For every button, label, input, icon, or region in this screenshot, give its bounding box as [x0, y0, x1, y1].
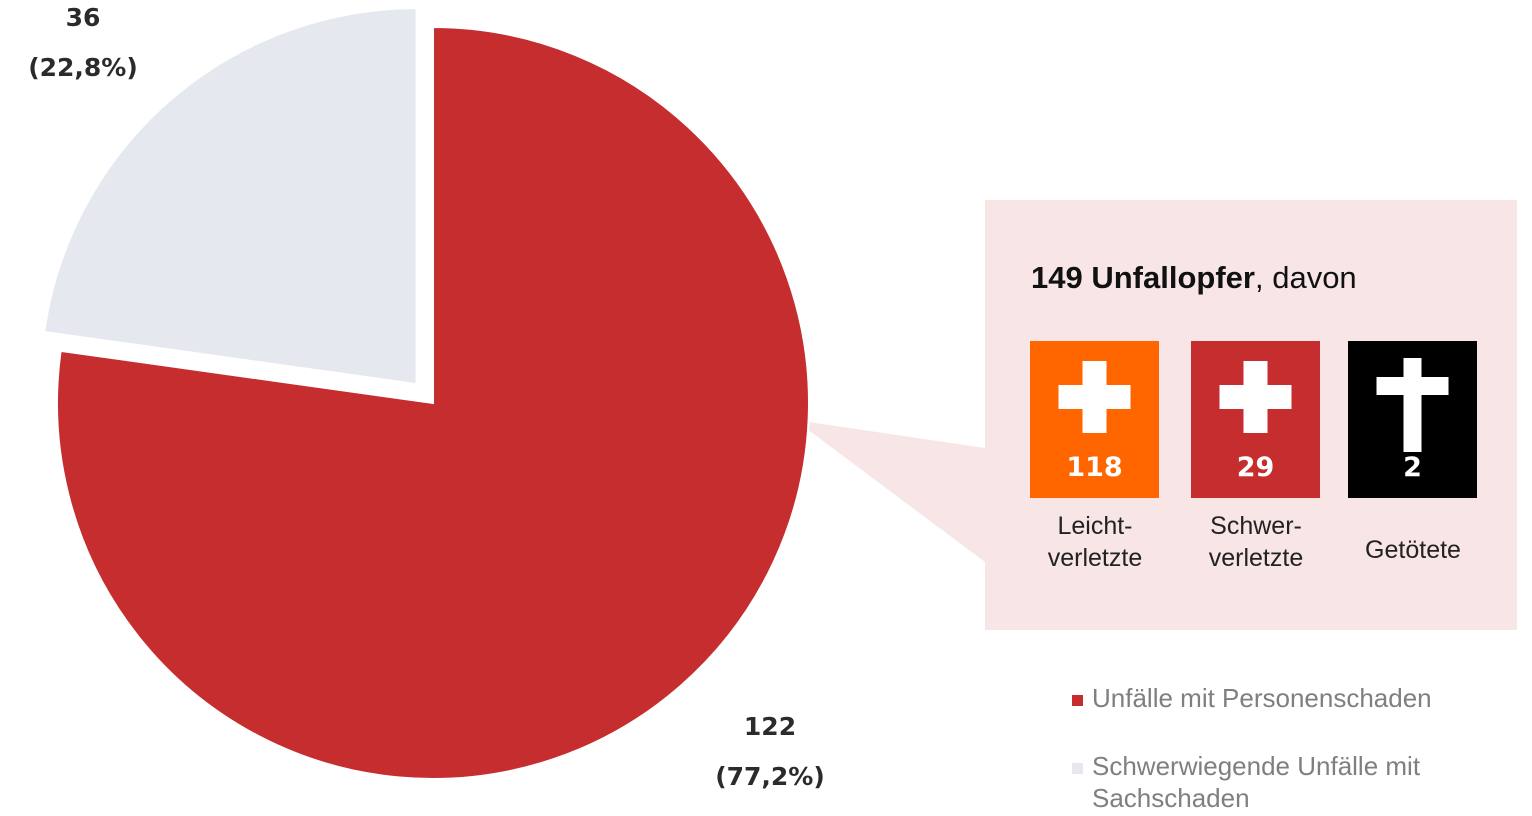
pie-slice: [56, 25, 810, 780]
cross: [1058, 385, 1131, 409]
callout-title: 149 Unfallopfer, davon: [1031, 260, 1357, 296]
percent-label: (77,2%): [715, 762, 825, 791]
pie-slice: [43, 7, 418, 386]
cross: [1219, 385, 1292, 409]
percent-label: (22,8%): [28, 53, 138, 82]
icon-value: 29: [1236, 452, 1275, 483]
cross: [1403, 358, 1422, 452]
icon-value: 118: [1066, 452, 1123, 483]
icon-value: 2: [1403, 452, 1422, 483]
legend-label: Unfälle mit Personenschaden: [1092, 683, 1432, 713]
legend-label: Schwerwiegende Unfälle mit Sachschaden: [1092, 751, 1421, 813]
icon-label: Schwer- verletzte: [1208, 512, 1304, 572]
title: Unfallopfer: [1091, 260, 1255, 295]
value-label: 122: [743, 712, 797, 741]
total: 149: [1031, 260, 1083, 295]
legend-swatch: [1072, 695, 1083, 706]
cross: [1376, 377, 1449, 395]
icon-label: Getötete: [1365, 536, 1461, 564]
value-label: 36: [65, 3, 101, 32]
suffix: , davon: [1254, 260, 1357, 295]
callout-connector: [795, 420, 985, 562]
icon-label: Leicht- verletzte: [1047, 512, 1143, 572]
legend-swatch: [1072, 763, 1083, 774]
